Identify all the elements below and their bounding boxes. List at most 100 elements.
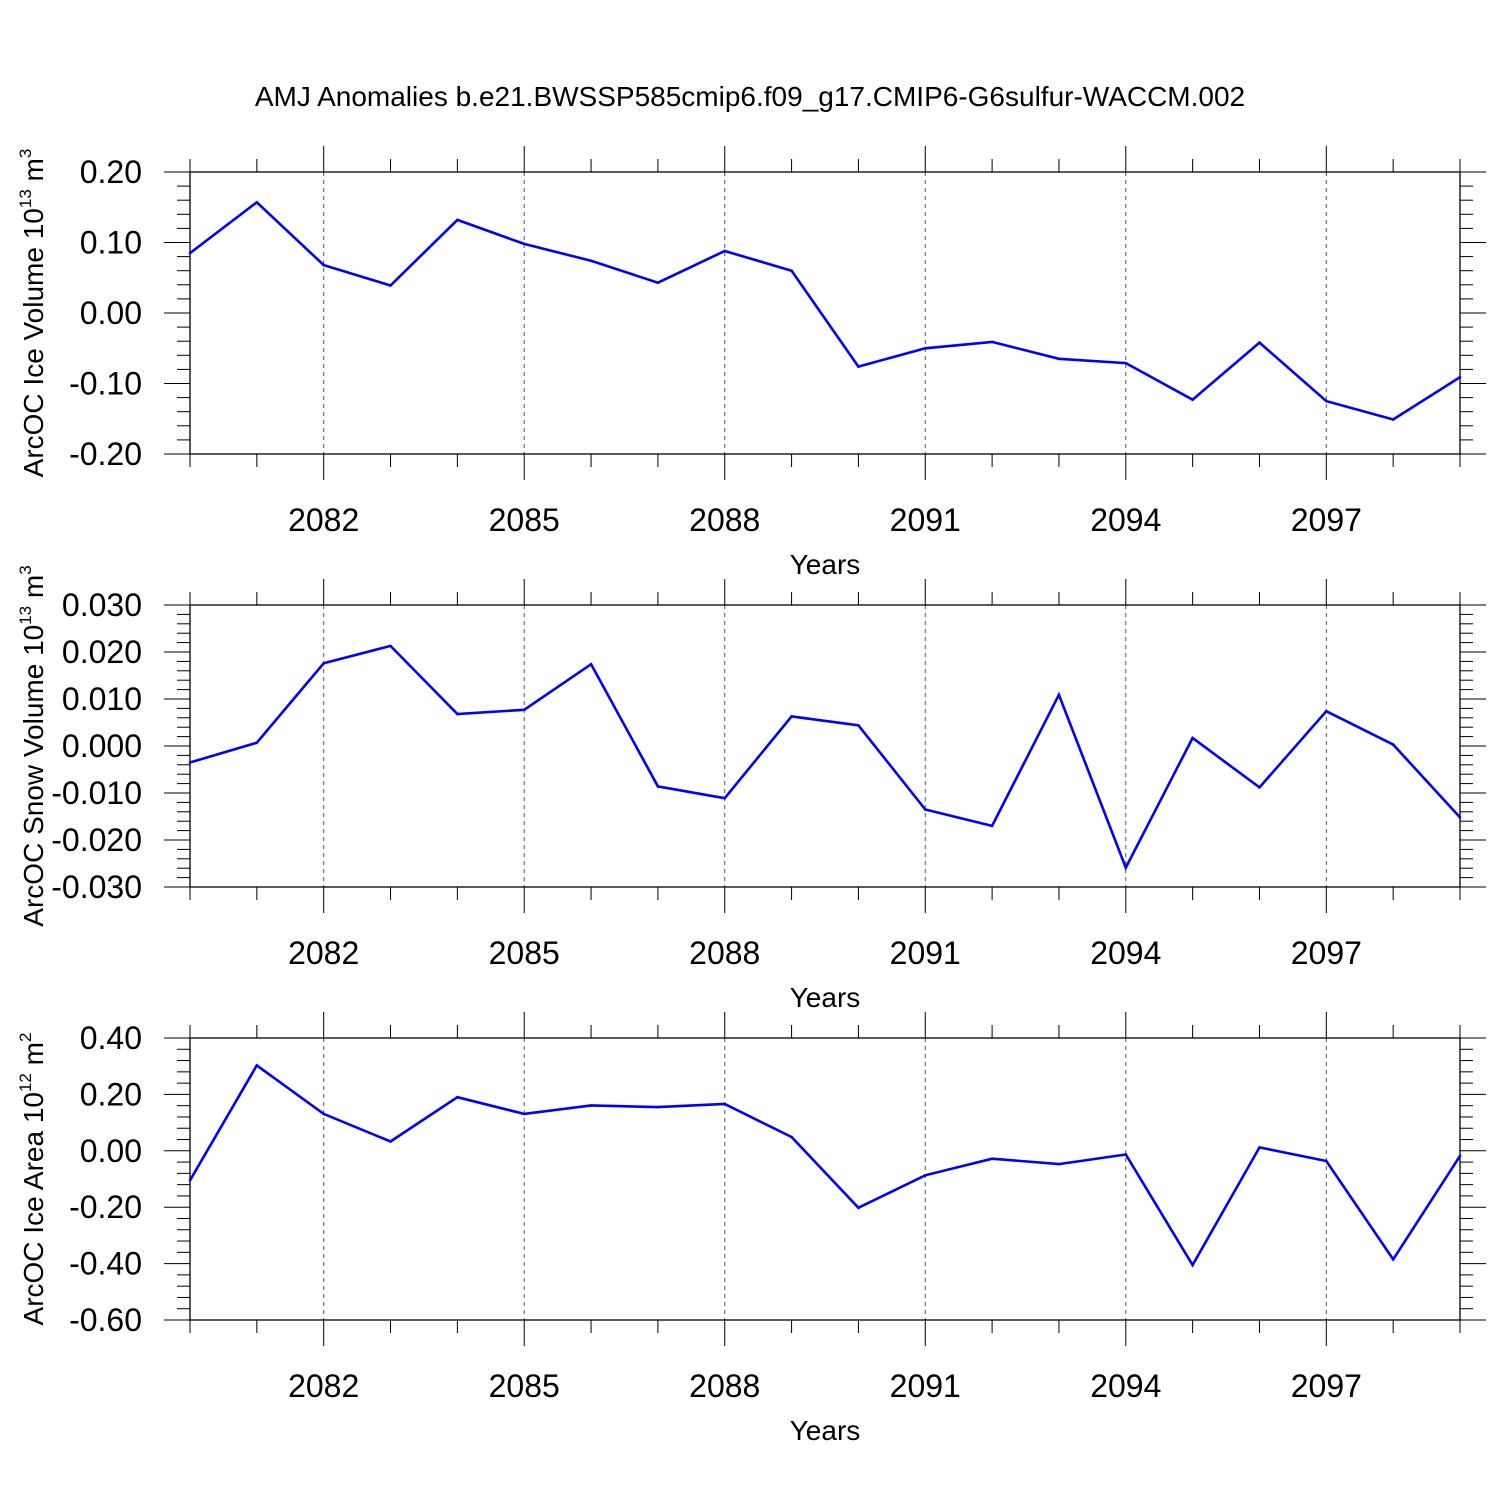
- data-point: [1124, 361, 1128, 365]
- x-axis-title: Years: [790, 549, 861, 580]
- x-tick-label: 2097: [1291, 1368, 1362, 1404]
- x-tick-label: 2085: [489, 935, 560, 971]
- data-point: [188, 251, 192, 255]
- x-axis-title: Years: [790, 982, 861, 1013]
- y-tick-label: -0.020: [51, 822, 142, 858]
- data-point: [322, 661, 325, 665]
- y-tick-label: 0.00: [80, 295, 142, 331]
- data-point: [1258, 341, 1261, 344]
- data-point: [857, 1206, 860, 1210]
- y-axis-title-unit-exponent: 3: [16, 565, 35, 574]
- data-point: [990, 1157, 994, 1160]
- data-point: [990, 340, 994, 344]
- data-point: [589, 662, 593, 666]
- x-tick-label: 2094: [1090, 502, 1161, 538]
- data-point: [322, 263, 325, 267]
- y-tick-label: 0.00: [80, 1133, 142, 1169]
- y-axis-title-unit: m: [18, 575, 49, 606]
- data-point: [1124, 1153, 1128, 1156]
- x-tick-label: 2091: [890, 1368, 961, 1404]
- x-tick-label: 2094: [1090, 1368, 1161, 1404]
- data-point: [589, 259, 593, 263]
- y-axis-title: ArcOC Ice Volume 1013 m3: [16, 149, 49, 478]
- y-axis-title-unit: m: [18, 158, 49, 189]
- data-point: [1057, 357, 1061, 361]
- y-axis-title-exponent: 12: [16, 1073, 35, 1092]
- x-tick-label: 2088: [689, 935, 760, 971]
- x-tick-label: 2085: [489, 1368, 560, 1404]
- data-point: [990, 824, 994, 828]
- data-point: [322, 1112, 325, 1116]
- x-tick-label: 2094: [1090, 935, 1161, 971]
- x-tick-label: 2088: [689, 502, 760, 538]
- panel-2: -0.030 -0.020 -0.010 0.000 0.010 0.020 0.030 20…: [16, 565, 1486, 1013]
- x-tick-label: 2082: [288, 502, 359, 538]
- y-tick-label: 0.10: [80, 225, 142, 261]
- data-point: [255, 741, 259, 745]
- x-tick-label: 2091: [890, 935, 961, 971]
- data-point: [188, 1179, 192, 1182]
- data-point: [1458, 375, 1462, 379]
- y-tick-label: 0.010: [62, 681, 142, 717]
- y-axis-title-exponent: 13: [16, 606, 35, 625]
- data-point: [522, 1112, 526, 1116]
- y-axis-title: ArcOC Snow Volume 1013 m3: [16, 565, 49, 926]
- y-tick-label: 0.030: [62, 587, 142, 623]
- data-point: [1057, 1162, 1061, 1166]
- y-tick-label: 0.40: [80, 1020, 142, 1056]
- y-axis-title-main: ArcOC Snow Volume 10: [18, 625, 49, 927]
- data-point: [456, 1095, 459, 1099]
- series-line: [188, 1063, 1462, 1268]
- data-point: [923, 808, 927, 811]
- y-tick-label: 0.20: [80, 1076, 142, 1112]
- data-point: [589, 1104, 593, 1107]
- data-point: [456, 218, 459, 222]
- data-point: [389, 284, 392, 287]
- y-axis-title-unit-exponent: 2: [16, 1033, 35, 1042]
- data-point: [255, 1064, 259, 1067]
- y-tick-label: -0.10: [69, 366, 142, 402]
- data-point: [522, 708, 526, 712]
- data-point: [1057, 693, 1061, 697]
- y-tick-label: 0.020: [62, 634, 142, 670]
- data-point: [456, 712, 459, 716]
- data-point: [1325, 709, 1328, 713]
- data-point: [790, 1135, 793, 1139]
- data-point: [857, 724, 860, 727]
- y-axis-title-exponent: 13: [16, 189, 35, 208]
- y-axis-title-unit: m: [18, 1042, 49, 1073]
- x-tick-label: 2091: [890, 502, 961, 538]
- data-point: [1325, 399, 1328, 403]
- data-point: [656, 281, 660, 284]
- x-tick-label: 2097: [1291, 502, 1362, 538]
- plot-frame: [189, 1037, 1461, 1321]
- data-point: [723, 796, 727, 800]
- data-point: [389, 644, 392, 648]
- data-point: [656, 785, 660, 788]
- y-tick-label: -0.010: [51, 775, 142, 811]
- y-tick-label: -0.60: [69, 1302, 142, 1338]
- data-point: [1191, 736, 1194, 740]
- data-point: [1325, 1159, 1328, 1163]
- data-point: [1458, 816, 1462, 819]
- plot-frame: [189, 171, 1461, 455]
- x-tick-label: 2097: [1291, 935, 1362, 971]
- x-axis-title: Years: [790, 1415, 861, 1446]
- data-point: [1391, 743, 1395, 746]
- data-point: [857, 365, 860, 368]
- data-point: [1258, 1146, 1261, 1149]
- data-point: [1391, 418, 1395, 421]
- data-point: [723, 249, 727, 253]
- y-tick-label: -0.20: [69, 1189, 142, 1225]
- data-point: [389, 1140, 392, 1143]
- y-tick-label: -0.20: [69, 436, 142, 472]
- data-point: [790, 715, 793, 718]
- y-axis-title-main: ArcOC Ice Area 10: [18, 1092, 49, 1325]
- data-point: [723, 1102, 727, 1106]
- x-tick-label: 2082: [288, 935, 359, 971]
- x-tick-label: 2082: [288, 1368, 359, 1404]
- data-point: [1258, 786, 1261, 789]
- panel-1: -0.20 -0.10 0.00 0.10 0.20 2082 2085 2088 2091 20…: [16, 146, 1486, 580]
